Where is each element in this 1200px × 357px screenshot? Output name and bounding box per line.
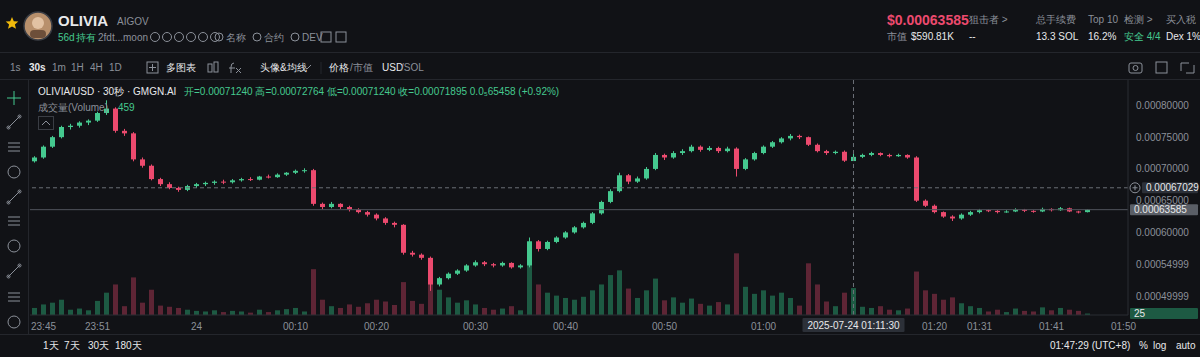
html-text:名称: 名称 <box>226 32 246 43</box>
html-text:1m: 1m <box>52 62 66 73</box>
html-text:30天: 30天 <box>88 340 110 351</box>
svg-text:00:50: 00:50 <box>652 321 677 332</box>
html-text:$590.81K: $590.81K <box>911 31 954 42</box>
html-text:DEV: DEV <box>302 32 323 43</box>
html-text:auto: auto <box>1176 340 1196 351</box>
html-text:4H: 4H <box>90 62 103 73</box>
svg-text:0.00063585: 0.00063585 <box>1134 204 1187 216</box>
svg-text:24: 24 <box>191 321 203 332</box>
html-text:1H: 1H <box>71 62 84 73</box>
html-text:总手续费: 总手续费 <box>1036 14 1076 25</box>
svg-text:00:30: 00:30 <box>463 321 488 332</box>
html-text:$0.00063585: $0.00063585 <box>887 12 969 28</box>
svg-text:01:31: 01:31 <box>967 321 992 332</box>
html-text:/SOL: /SOL <box>401 62 424 73</box>
html-text:7天: 7天 <box>64 340 80 351</box>
html-text:30s: 30s <box>29 62 46 73</box>
html-text:USD: USD <box>382 62 404 73</box>
html-text:log: log <box>1153 340 1167 351</box>
html-text:AIGOV: AIGOV <box>117 16 149 27</box>
svg-text:0.00065000: 0.00065000 <box>1136 195 1189 206</box>
html-text:多图表: 多图表 <box>166 62 196 73</box>
html-text:价格/市值: 价格/市值 <box>329 62 373 73</box>
html-text:检测 >: 检测 > <box>1124 14 1153 25</box>
html-text:Dex 1%: Dex 1% <box>1166 31 1200 42</box>
svg-text:0.00070000: 0.00070000 <box>1136 163 1189 174</box>
html-text:OLIVIA: OLIVIA <box>58 12 108 29</box>
svg-text:01:00: 01:00 <box>751 321 776 332</box>
html-text:狙击者 >: 狙击者 > <box>969 14 1008 25</box>
html-text:安全 4/4: 安全 4/4 <box>1124 31 1161 42</box>
svg-text:0.00075000: 0.00075000 <box>1136 132 1189 143</box>
svg-text:0.00049999: 0.00049999 <box>1136 291 1189 302</box>
html-text:13.3 SOL: 13.3 SOL <box>1036 31 1079 42</box>
svg-text:2025-07-24 01:11:30: 2025-07-24 01:11:30 <box>807 320 900 331</box>
svg-text:23:51: 23:51 <box>85 321 110 332</box>
html-text:买入税: 买入税 <box>1166 14 1196 25</box>
svg-text:01:41: 01:41 <box>1039 321 1064 332</box>
svg-text:00:40: 00:40 <box>553 321 578 332</box>
html-text:1天: 1天 <box>43 340 59 351</box>
html-text:1s: 1s <box>10 62 21 73</box>
html-text:头像&均线: 头像&均线 <box>260 62 307 73</box>
svg-text:01:50: 01:50 <box>1111 321 1136 332</box>
html-text:开=0.00071240 高=0.00072764 低=0.: 开=0.00071240 高=0.00072764 低=0.00071240 收… <box>184 86 560 97</box>
html-text:459: 459 <box>118 102 135 113</box>
html-text:16.2%: 16.2% <box>1088 31 1117 42</box>
html-text:56d持有 2fdt...moon: 56d持有 2fdt...moon <box>58 32 148 43</box>
html-text:180天: 180天 <box>115 340 142 351</box>
svg-text:25: 25 <box>1134 308 1146 319</box>
html-text:OLIVIA/USD · 30秒 · GMGN.AI: OLIVIA/USD · 30秒 · GMGN.AI <box>38 86 177 97</box>
html-text:市值: 市值 <box>887 31 907 42</box>
svg-text:0.00060000: 0.00060000 <box>1136 227 1189 238</box>
svg-text:0.00054999: 0.00054999 <box>1136 259 1189 270</box>
html-text:01:47:29 (UTC+8): 01:47:29 (UTC+8) <box>1050 340 1131 351</box>
html-text:合约: 合约 <box>264 32 284 43</box>
html-text:成交量(Volume): 成交量(Volume) <box>38 102 108 113</box>
svg-text:23:45: 23:45 <box>31 321 56 332</box>
svg-text:00:20: 00:20 <box>364 321 389 332</box>
svg-text:00:10: 00:10 <box>283 321 308 332</box>
svg-text:01:20: 01:20 <box>922 321 947 332</box>
html-text:Top 10: Top 10 <box>1088 14 1118 25</box>
html-text:1D: 1D <box>109 62 122 73</box>
svg-text:0.00067029: 0.00067029 <box>1146 182 1199 193</box>
svg-text:0.00080000: 0.00080000 <box>1136 100 1189 111</box>
